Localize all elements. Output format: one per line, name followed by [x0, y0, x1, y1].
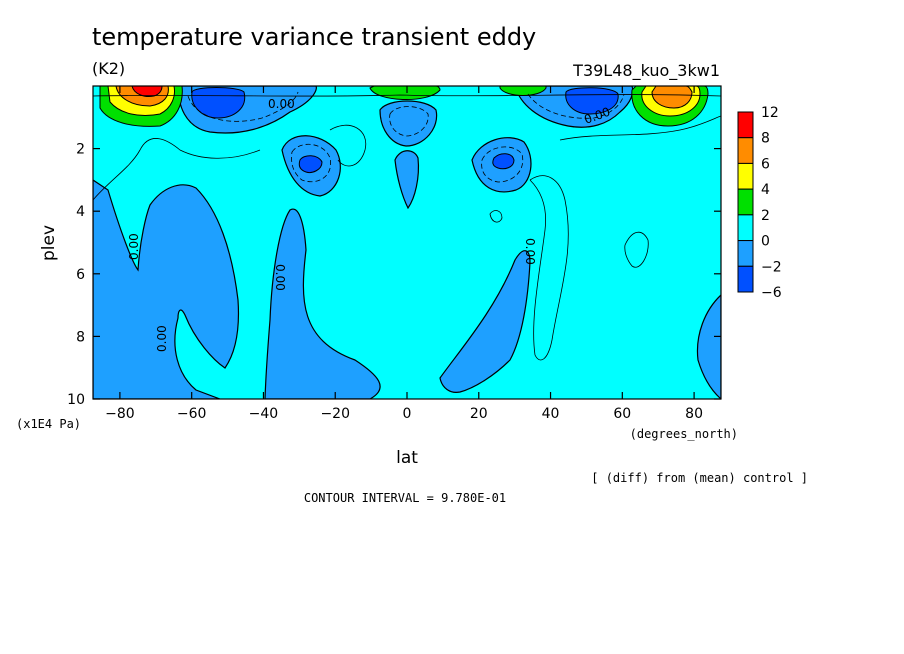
colorbar-level-label: 6: [761, 156, 770, 172]
y-tick-label: 8: [76, 329, 85, 345]
contour-line-upper-right: [559, 115, 721, 141]
colorbar-level-label: 4: [761, 182, 770, 198]
colorbar-level-label: −2: [761, 259, 782, 275]
contour-label-left-upper: 0.00: [127, 233, 141, 260]
neg-core-top-right: [565, 87, 619, 115]
dashed-contour-top-left: [187, 91, 299, 122]
x-tick-label: −60: [177, 406, 207, 422]
contour-label-left-column: 0.00: [273, 264, 287, 291]
colorbar: 12 8 6 4 2 0 −2 −6: [737, 105, 782, 301]
units-label: (K2): [92, 59, 125, 78]
contour-label-top-left: 0.00: [268, 97, 295, 111]
colorbar-level-label: 2: [761, 208, 770, 224]
contour-label-right-column: 0.00: [523, 238, 537, 265]
neg-region-right-column: [439, 250, 531, 393]
dashed-contour-right-blob: [481, 146, 524, 183]
colorbar-level-label: 0: [761, 234, 770, 250]
dashed-contour-top-right: [527, 93, 625, 119]
contour-line-top-band: [93, 94, 721, 97]
comparison-note: [ (diff) from (mean) control ]: [591, 471, 808, 485]
y-axis: 2 4 6 8 10: [67, 142, 721, 408]
y-tick-label: 4: [76, 204, 85, 220]
x-tick-label: 80: [685, 406, 703, 422]
colorbar-swatch: [737, 188, 754, 216]
contour-interval: CONTOUR INTERVAL = 9.780E-01: [304, 491, 506, 505]
colorbar-level-label: 8: [761, 131, 770, 147]
colorbar-swatch: [737, 162, 754, 190]
chart-title: temperature variance transient eddy: [92, 23, 536, 51]
y-axis-unit: (x1E4 Pa): [16, 417, 81, 431]
x-tick-label: 60: [613, 406, 631, 422]
x-axis-label: lat: [396, 448, 418, 468]
x-tick-label: 0: [403, 406, 412, 422]
x-axis: −80 −60 −40 −20 0 20 40 60 80: [105, 86, 703, 422]
neg-core-right-blob: [492, 153, 515, 170]
neg-region-right-edge: [696, 294, 721, 399]
neg-region-top-center: [379, 100, 438, 147]
contour-line-upper-left: [93, 138, 261, 201]
x-tick-label: −80: [105, 406, 135, 422]
x-tick-label: 20: [470, 406, 488, 422]
y-axis-label: plev: [39, 225, 59, 261]
x-tick-label: −40: [249, 406, 279, 422]
contour-line-upper-mid: [329, 124, 367, 167]
contour-line-small-right: [624, 231, 649, 268]
colorbar-level-label: 12: [761, 105, 779, 121]
y-tick-label: 10: [67, 392, 85, 408]
neg-region-left-lower: [93, 179, 240, 399]
colorbar-level-label: −6: [761, 285, 782, 301]
neg-region-equator: [394, 150, 420, 210]
contour-line-small-mid: [489, 210, 503, 223]
y-tick-label: 6: [76, 267, 85, 283]
colorbar-swatch: [737, 137, 754, 164]
colorbar-swatch: [737, 111, 754, 139]
contour-label-left-lower: 0.00: [155, 325, 169, 352]
x-axis-unit: (degrees_north): [630, 427, 738, 441]
x-tick-label: 40: [542, 406, 560, 422]
dashed-contour-top-center: [389, 106, 429, 137]
plot-area: 0.00 0.00 0.00 0.00 0.00 0.00: [93, 86, 721, 399]
contour-line-right-trough: [529, 175, 569, 361]
x-tick-label: −20: [320, 406, 350, 422]
neg-core-left-blob: [298, 155, 323, 173]
colorbar-swatch: [737, 240, 754, 267]
colorbar-swatch: [737, 265, 754, 293]
y-tick-label: 2: [76, 142, 85, 158]
colorbar-swatch: [737, 214, 754, 242]
run-label: T39L48_kuo_3kw1: [572, 61, 720, 81]
pos-region-top-left-12: [131, 86, 163, 97]
dashed-contour-left-blob: [291, 144, 331, 183]
